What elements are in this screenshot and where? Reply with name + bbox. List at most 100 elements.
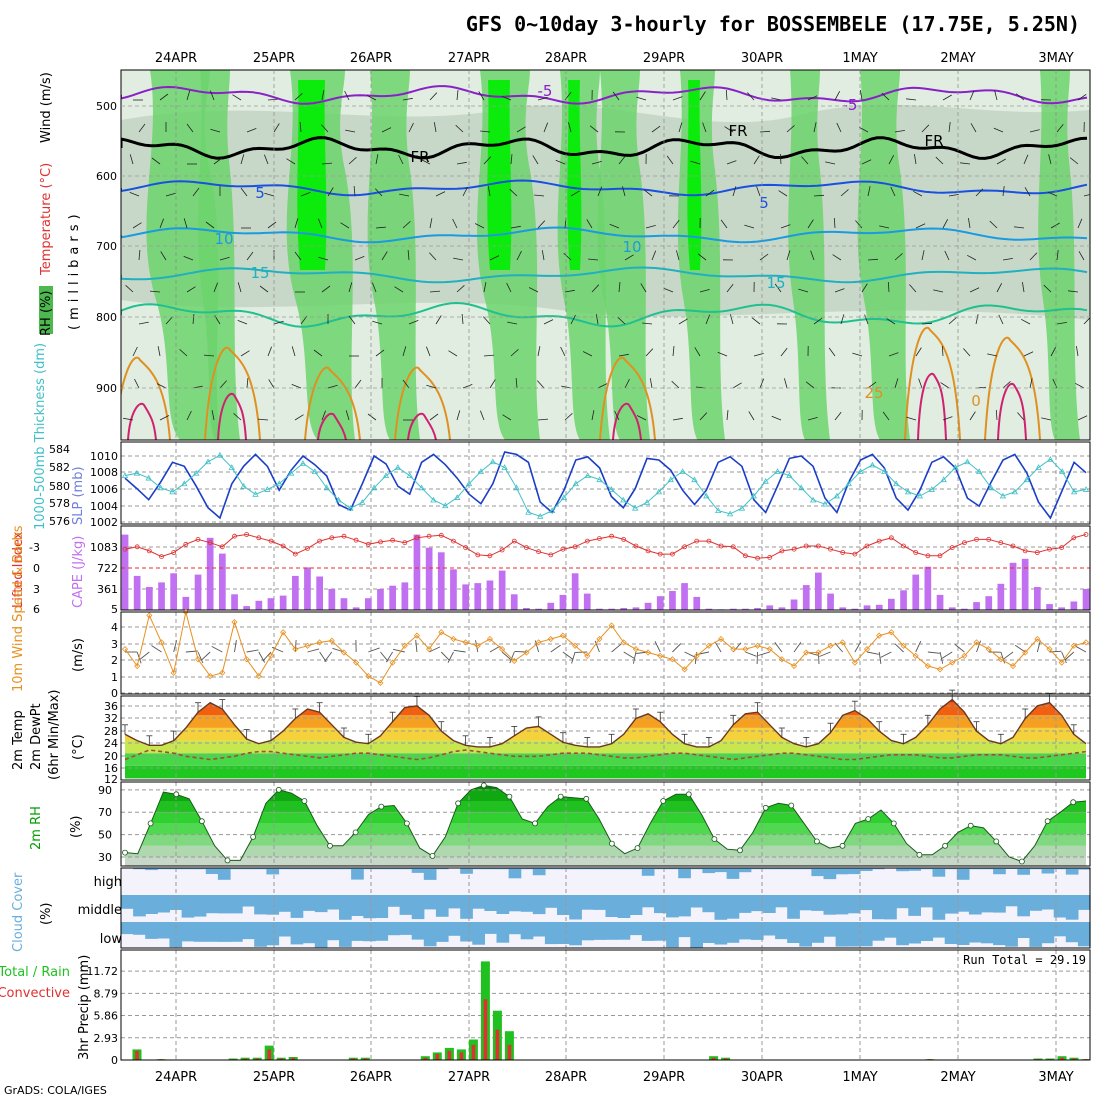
wind10-marker	[1082, 639, 1090, 646]
cloud-cell	[484, 895, 498, 911]
cape-bar	[681, 583, 688, 610]
wind-barb	[720, 219, 728, 229]
li-marker	[438, 532, 444, 538]
panel-frame	[120, 867, 1091, 949]
date-label-bottom: 24APR	[155, 1070, 197, 1085]
wind-barb	[834, 411, 842, 421]
wind-barb	[321, 124, 329, 133]
wind-barb	[879, 225, 890, 229]
thickness-marker	[608, 486, 615, 492]
cloud-cell	[472, 895, 485, 909]
warm-contour	[599, 356, 656, 440]
wind10-barb	[594, 640, 600, 653]
wind-barb	[203, 354, 215, 357]
axis-tick-label: 5.86	[94, 1010, 119, 1023]
cape-bar	[328, 589, 336, 610]
wind-barb	[941, 345, 944, 357]
wind-barb	[429, 413, 439, 421]
wind10-marker	[547, 635, 554, 643]
wind-barb	[1002, 258, 1013, 261]
cape-bar	[255, 600, 263, 610]
wind-barb	[344, 90, 350, 101]
li-marker	[791, 546, 797, 552]
cloud-cell	[133, 895, 146, 917]
cloud-cell	[363, 868, 376, 870]
cloud-label: Cloud Cover	[11, 872, 26, 952]
rh2m-marker	[557, 793, 564, 800]
rh2m-marker	[634, 845, 641, 851]
precip-conv-bar	[507, 1044, 512, 1060]
cloud-left-labels: Cloud Cover (%) high middle low	[11, 872, 122, 952]
wind-barb	[960, 162, 971, 165]
thickness-marker	[216, 451, 224, 458]
wind-barb	[563, 252, 572, 261]
li-marker	[1010, 543, 1016, 549]
wind-barb	[591, 284, 600, 293]
contour-label: -5	[843, 96, 858, 114]
li-marker	[889, 535, 894, 541]
thickness-marker	[572, 480, 580, 487]
wind10-marker	[815, 649, 822, 656]
wind-barb	[537, 220, 546, 229]
cloud-cell	[726, 895, 740, 919]
li-marker	[949, 545, 955, 550]
precip-conv-bar	[423, 1057, 428, 1060]
cape-bar	[742, 608, 749, 610]
wind10-barb	[380, 651, 389, 662]
wind10-marker	[949, 659, 956, 666]
cloud-cell	[205, 868, 219, 874]
wind-barb	[273, 320, 284, 325]
wind-barb	[528, 287, 539, 293]
wind-barb	[996, 158, 1006, 165]
li-marker	[1083, 532, 1089, 537]
cape-bar	[267, 598, 275, 610]
wind-barb	[402, 379, 410, 389]
contour-label: 15	[250, 264, 269, 282]
wind-barb	[1002, 381, 1011, 389]
wind-barb	[543, 122, 549, 133]
wind-barb	[123, 417, 134, 421]
li-marker	[390, 537, 396, 543]
wind-barb	[651, 250, 657, 261]
wind10-marker	[292, 646, 299, 653]
wind10-barb	[954, 644, 965, 653]
cloud-cell	[847, 922, 861, 947]
thickness-marker	[454, 494, 461, 500]
cloud-cell	[121, 922, 134, 935]
wind-barb	[881, 92, 890, 101]
cape-bar	[656, 596, 664, 610]
wind-barb	[699, 289, 710, 293]
li-marker	[743, 553, 748, 559]
wind-label: Wind (m/s)	[39, 72, 54, 143]
wind-barb	[321, 90, 325, 101]
cloud-cell	[157, 868, 170, 870]
wind-barb	[375, 154, 379, 165]
li-marker	[305, 546, 310, 551]
rh2m-marker	[403, 820, 410, 827]
cape-bar	[498, 570, 506, 610]
thickness-marker	[145, 474, 152, 481]
wind-barb	[555, 159, 566, 165]
cape-bar	[437, 552, 445, 610]
wind10-marker	[121, 646, 129, 653]
wind-barb	[732, 382, 742, 389]
pressure-tick-label: 900	[96, 382, 117, 395]
precip-conv-bar	[495, 1029, 500, 1060]
wind10-barb	[654, 641, 661, 653]
thickness-marker	[715, 507, 722, 514]
cloud-cell	[835, 922, 849, 947]
wind10-marker	[243, 656, 250, 663]
wind-barb	[591, 410, 595, 421]
thickness-marker	[335, 496, 342, 503]
wind10-barb	[562, 651, 573, 660]
wind10-marker	[620, 639, 627, 646]
wind10-marker	[499, 646, 506, 653]
wind-barb	[543, 319, 554, 325]
thickness-marker	[560, 494, 568, 500]
cape-bar	[158, 582, 165, 610]
wind-barb	[1021, 318, 1031, 325]
cloud-cell	[581, 895, 594, 910]
cloud-cell	[581, 868, 594, 870]
li-marker	[219, 544, 225, 550]
wind-barb	[651, 125, 661, 133]
